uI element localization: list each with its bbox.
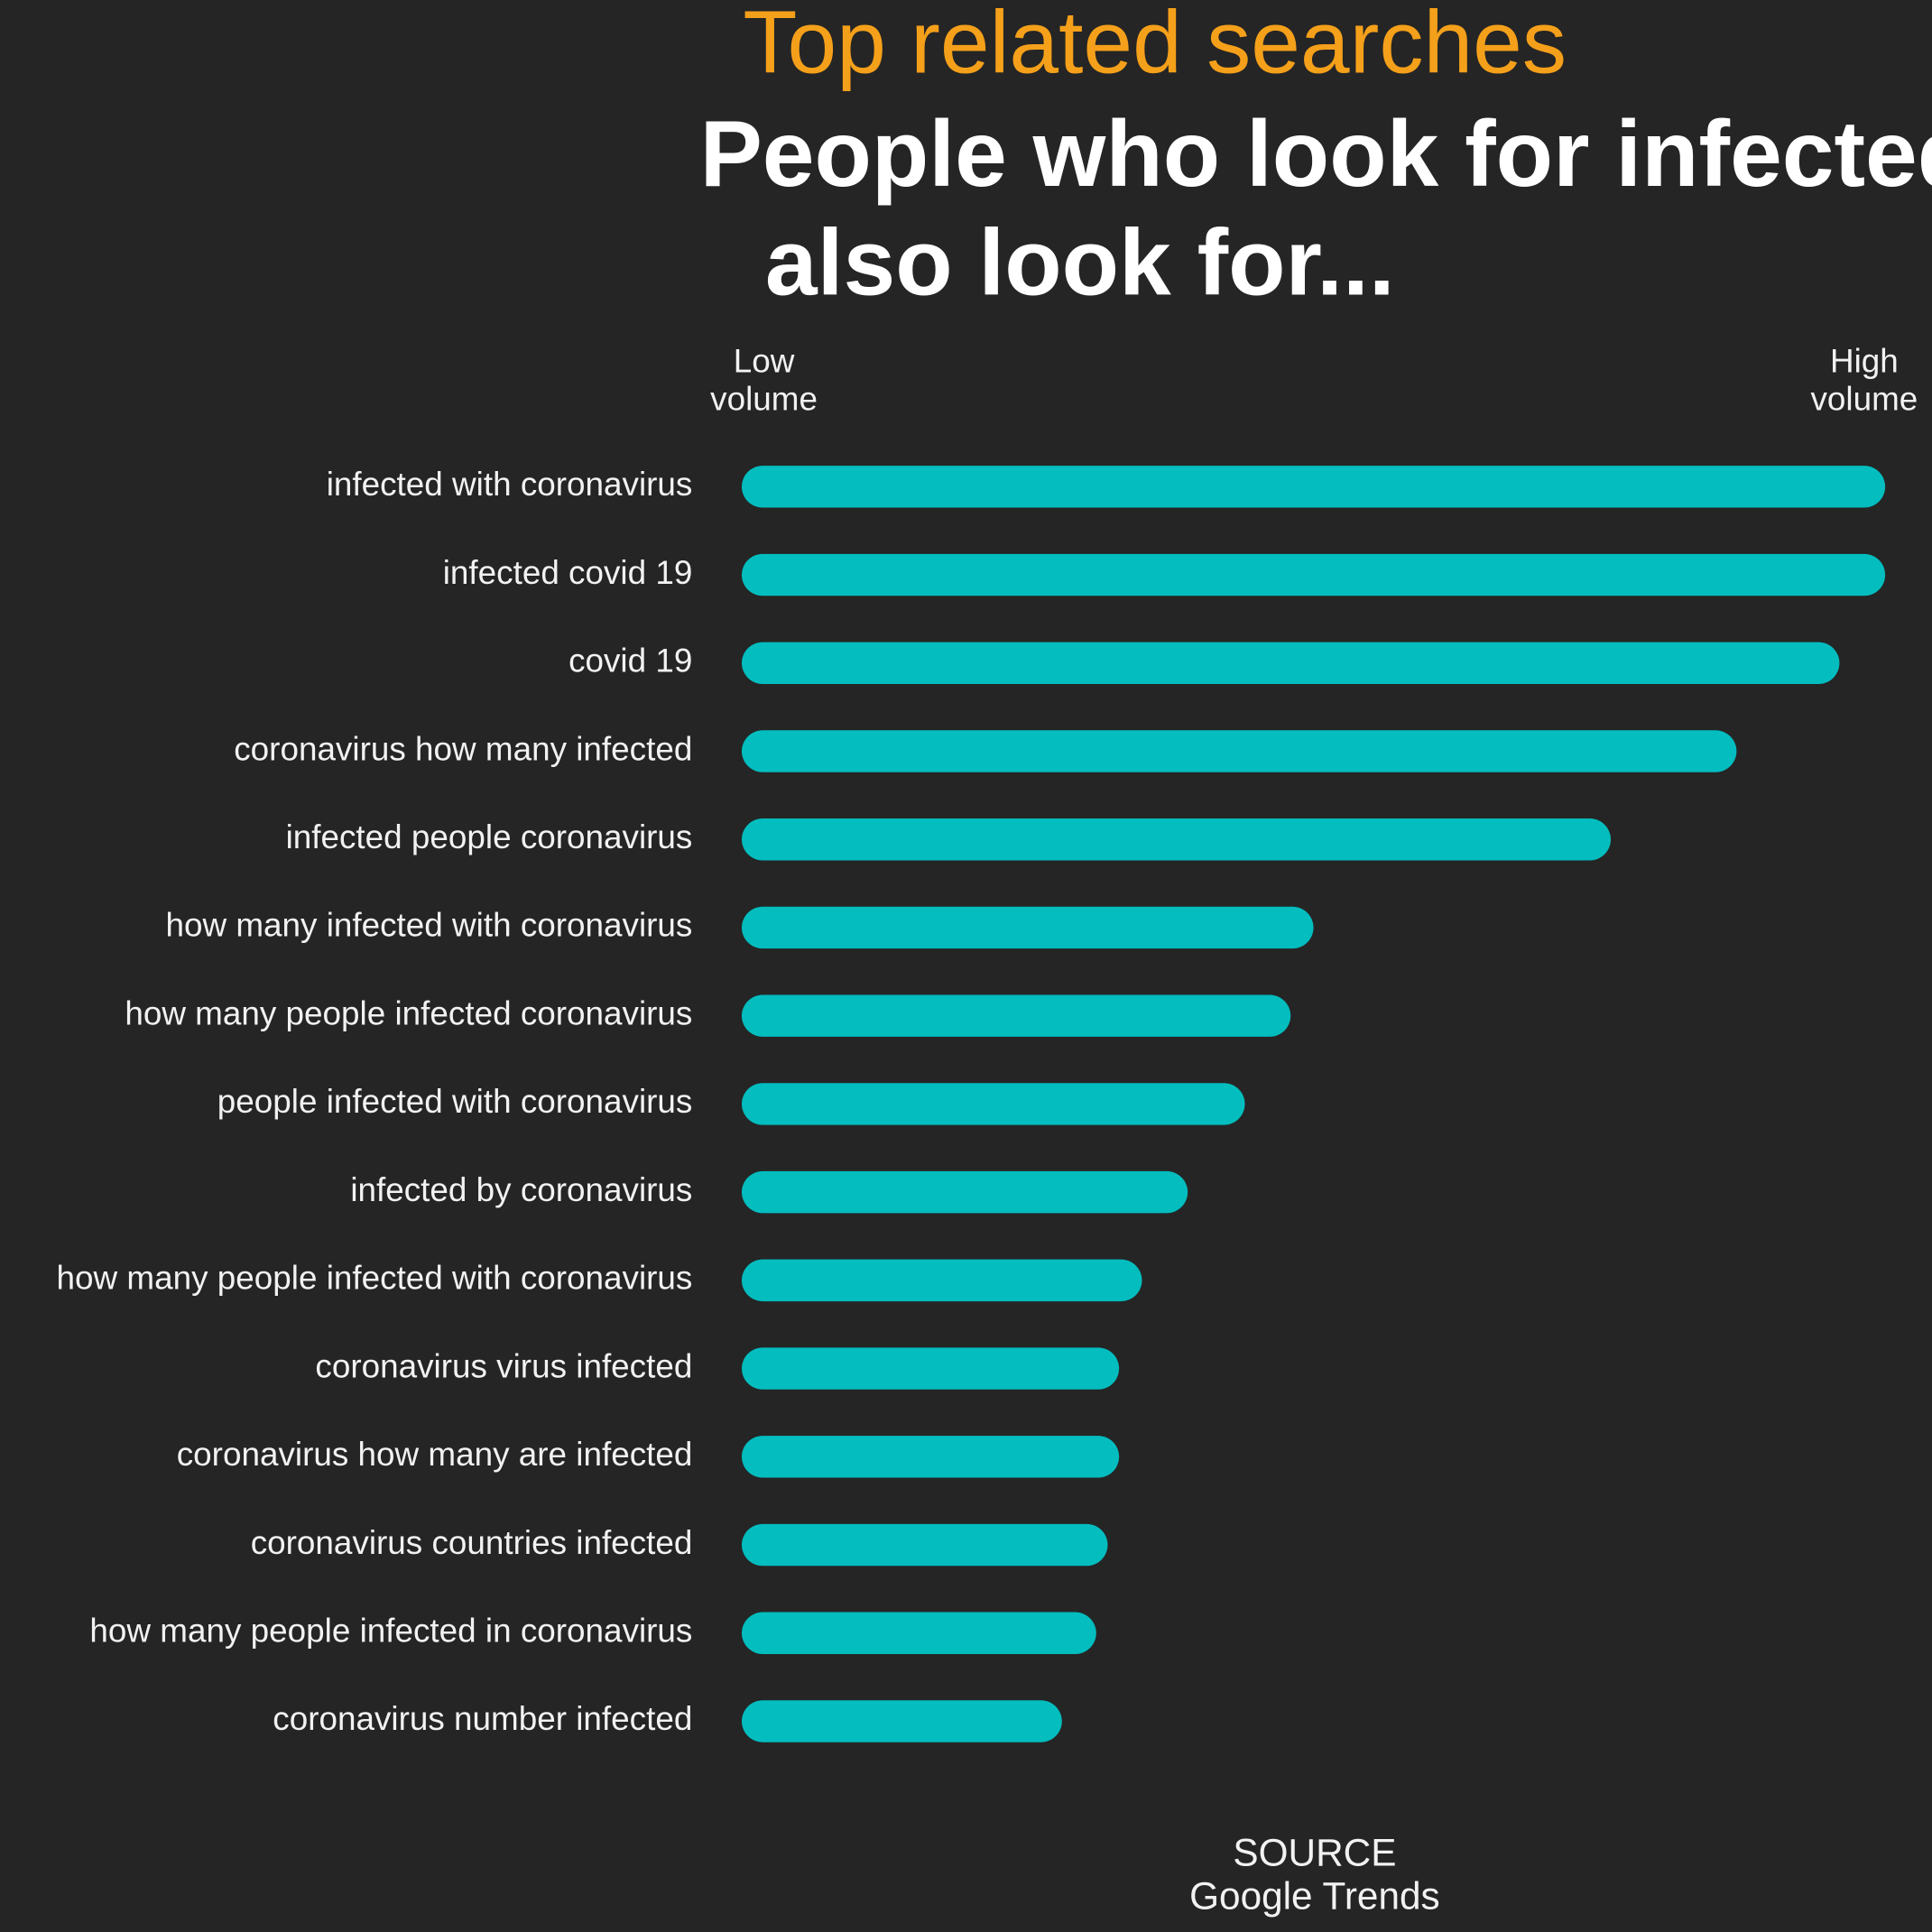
chart-title: Top related searches xyxy=(743,0,1567,93)
category-label: coronavirus countries infected xyxy=(251,1524,693,1561)
category-label: how many people infected in coronavirus xyxy=(89,1612,692,1649)
bar xyxy=(741,553,1886,596)
high-label: High volume xyxy=(1810,342,1918,418)
category-label: infected covid 19 xyxy=(443,554,693,591)
bar xyxy=(741,994,1291,1037)
bar xyxy=(741,818,1612,861)
bar xyxy=(741,730,1737,772)
category-label: coronavirus how many infected xyxy=(234,730,692,767)
category-label: infected with coronavirus xyxy=(327,466,693,503)
source: Google Trends xyxy=(1189,1874,1440,1917)
source-label: SOURCE xyxy=(1233,1832,1396,1874)
bar xyxy=(741,1083,1245,1125)
bar xyxy=(741,1700,1062,1742)
bar xyxy=(741,466,1886,508)
category-label: infected by coronavirus xyxy=(350,1171,692,1208)
bar xyxy=(741,906,1314,949)
category-label: coronavirus number infected xyxy=(273,1700,692,1737)
bar xyxy=(741,642,1840,685)
category-label: coronavirus virus infected xyxy=(315,1347,692,1384)
category-label: covid 19 xyxy=(569,642,692,679)
bar xyxy=(741,1347,1120,1390)
category-label: coronavirus how many are infected xyxy=(177,1436,693,1473)
high-label-box: High volume xyxy=(1810,342,1918,418)
header: Top related searches People who look for… xyxy=(699,0,1932,316)
bar xyxy=(741,1170,1188,1214)
category-label: how many infected with coronavirus xyxy=(165,907,692,944)
chart-subtitle: People who look for infected also look f… xyxy=(699,102,1932,316)
category-label: how many people infected with coronaviru… xyxy=(57,1260,693,1297)
category-label: people infected with coronavirus xyxy=(217,1083,693,1120)
low-label: Low volume xyxy=(710,342,818,418)
bar xyxy=(741,1259,1142,1302)
category-label: how many people infected coronavirus xyxy=(125,994,692,1031)
low-label-box: Low volume xyxy=(710,342,818,418)
bar xyxy=(741,1523,1108,1567)
bar xyxy=(741,1436,1120,1478)
bar xyxy=(741,1612,1096,1654)
category-label: infected people coronavirus xyxy=(286,818,693,855)
